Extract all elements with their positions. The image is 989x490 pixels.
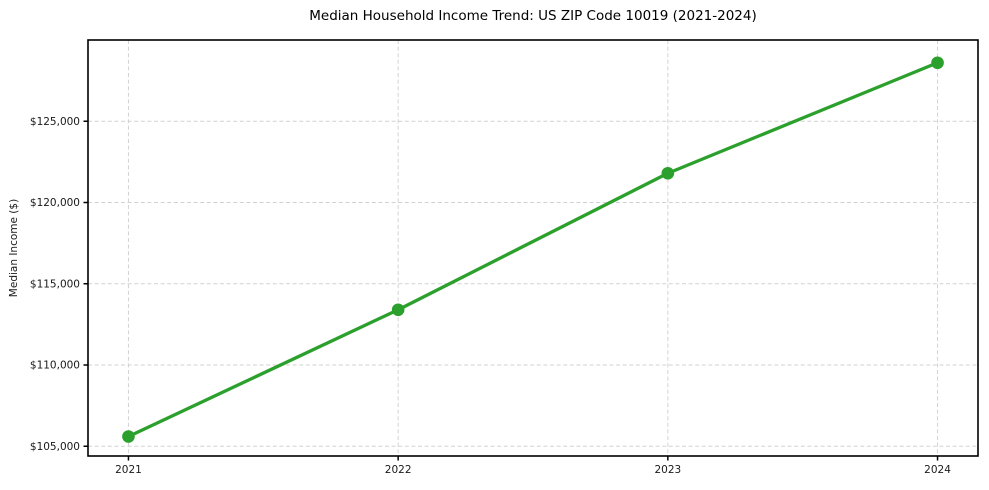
x-tick-label: 2022 — [385, 464, 412, 476]
trend-line — [126, 61, 940, 439]
data-point-marker — [931, 56, 944, 70]
y-tick-label: $120,000 — [30, 197, 80, 209]
data-point-marker — [122, 430, 135, 443]
y-tick-label: $125,000 — [30, 116, 80, 128]
x-tick-label: 2021 — [115, 464, 142, 476]
x-tick-label: 2024 — [924, 464, 951, 476]
data-point-marker — [661, 166, 675, 180]
data-point-marker — [391, 303, 405, 317]
y-tick-label: $105,000 — [30, 441, 80, 453]
x-tick-label: 2023 — [654, 464, 681, 476]
chart-title: Median Household Income Trend: US ZIP Co… — [309, 8, 757, 24]
y-tick-label: $115,000 — [30, 278, 80, 290]
plot-border — [87, 39, 979, 457]
y-tick-label: $110,000 — [30, 360, 80, 372]
